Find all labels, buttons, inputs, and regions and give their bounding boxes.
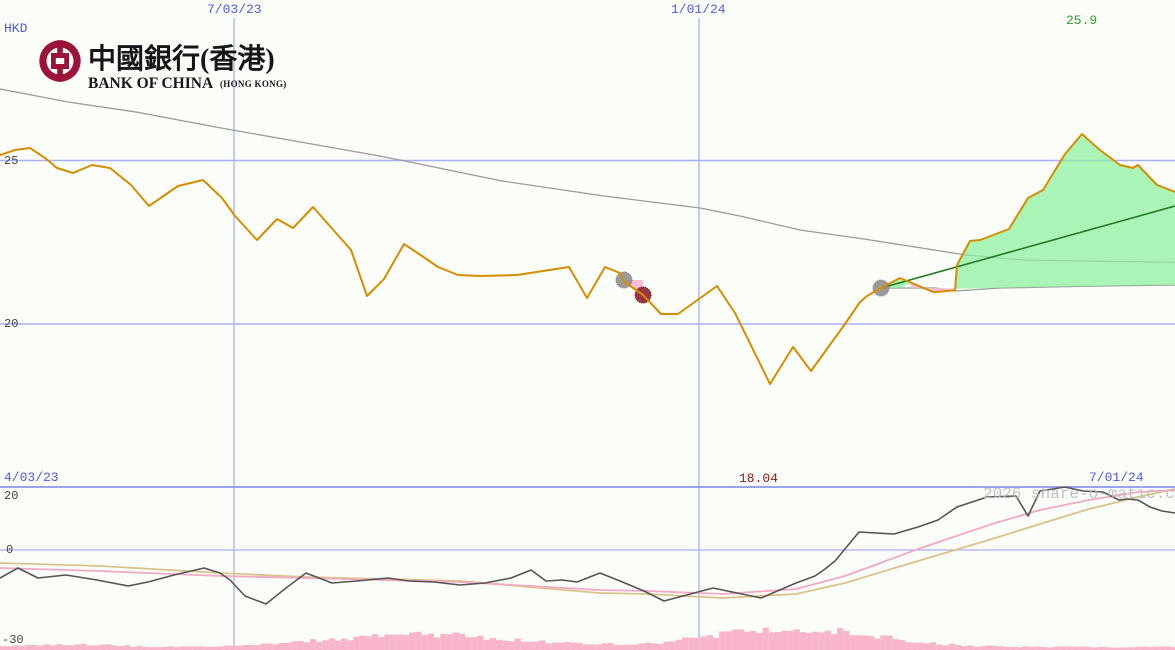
svg-text:25.9: 25.9 xyxy=(1066,13,1097,28)
svg-text:20: 20 xyxy=(4,489,18,503)
svg-text:18.04: 18.04 xyxy=(739,471,778,486)
svg-text:HKD: HKD xyxy=(4,21,28,36)
svg-text:(HONG KONG): (HONG KONG) xyxy=(220,79,287,89)
svg-text:0: 0 xyxy=(6,543,13,557)
svg-text:BANK OF CHINA: BANK OF CHINA xyxy=(88,75,214,92)
svg-text:7/03/23: 7/03/23 xyxy=(207,2,262,17)
svg-text:7/01/24: 7/01/24 xyxy=(1089,470,1144,485)
svg-text:2026 share-o-matic.com: 2026 share-o-matic.com xyxy=(983,485,1175,503)
svg-text:25: 25 xyxy=(4,154,18,168)
svg-text:1/01/24: 1/01/24 xyxy=(671,2,726,17)
svg-text:4/03/23: 4/03/23 xyxy=(4,470,59,485)
svg-text:-30: -30 xyxy=(2,633,24,647)
svg-text:20: 20 xyxy=(4,317,18,331)
svg-text:中國銀行(香港): 中國銀行(香港) xyxy=(88,42,275,75)
